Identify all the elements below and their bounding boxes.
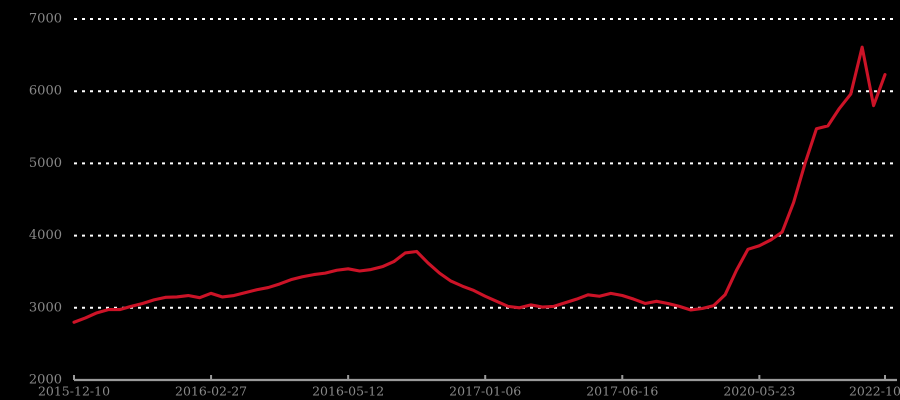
x-axis: [73, 375, 897, 382]
x-axis-tick-label: 2015-12-10: [38, 384, 110, 399]
y-axis-tick-label: 6000: [29, 84, 62, 99]
y-axis-tick-label: 7000: [29, 12, 62, 27]
x-axis-tick-label: 2017-01-06: [449, 384, 521, 399]
gridlines: [74, 18, 897, 309]
x-axis-tick-label: 2020-05-23: [723, 384, 795, 399]
y-axis-tick-labels: 2000 3000 4000 5000 6000 7000: [29, 12, 62, 388]
series-line: [72, 45, 887, 324]
x-axis-tick-label: 2016-05-12: [312, 384, 384, 399]
x-axis-tick-label: 2017-06-16: [586, 384, 658, 399]
data-series: [72, 45, 887, 324]
y-axis-tick-label: 5000: [29, 156, 62, 171]
y-axis-tick-label: 3000: [29, 300, 62, 315]
x-axis-tick-label: 2022-10-23: [849, 384, 900, 399]
x-axis-tick-label: 2016-02-27: [175, 384, 247, 399]
x-axis-tick-labels: 2015-12-10 2016-02-27 2016-05-12 2017-01-06…: [38, 384, 900, 399]
y-axis-tick-label: 2000: [29, 373, 62, 388]
y-axis-tick-label: 4000: [29, 228, 62, 243]
